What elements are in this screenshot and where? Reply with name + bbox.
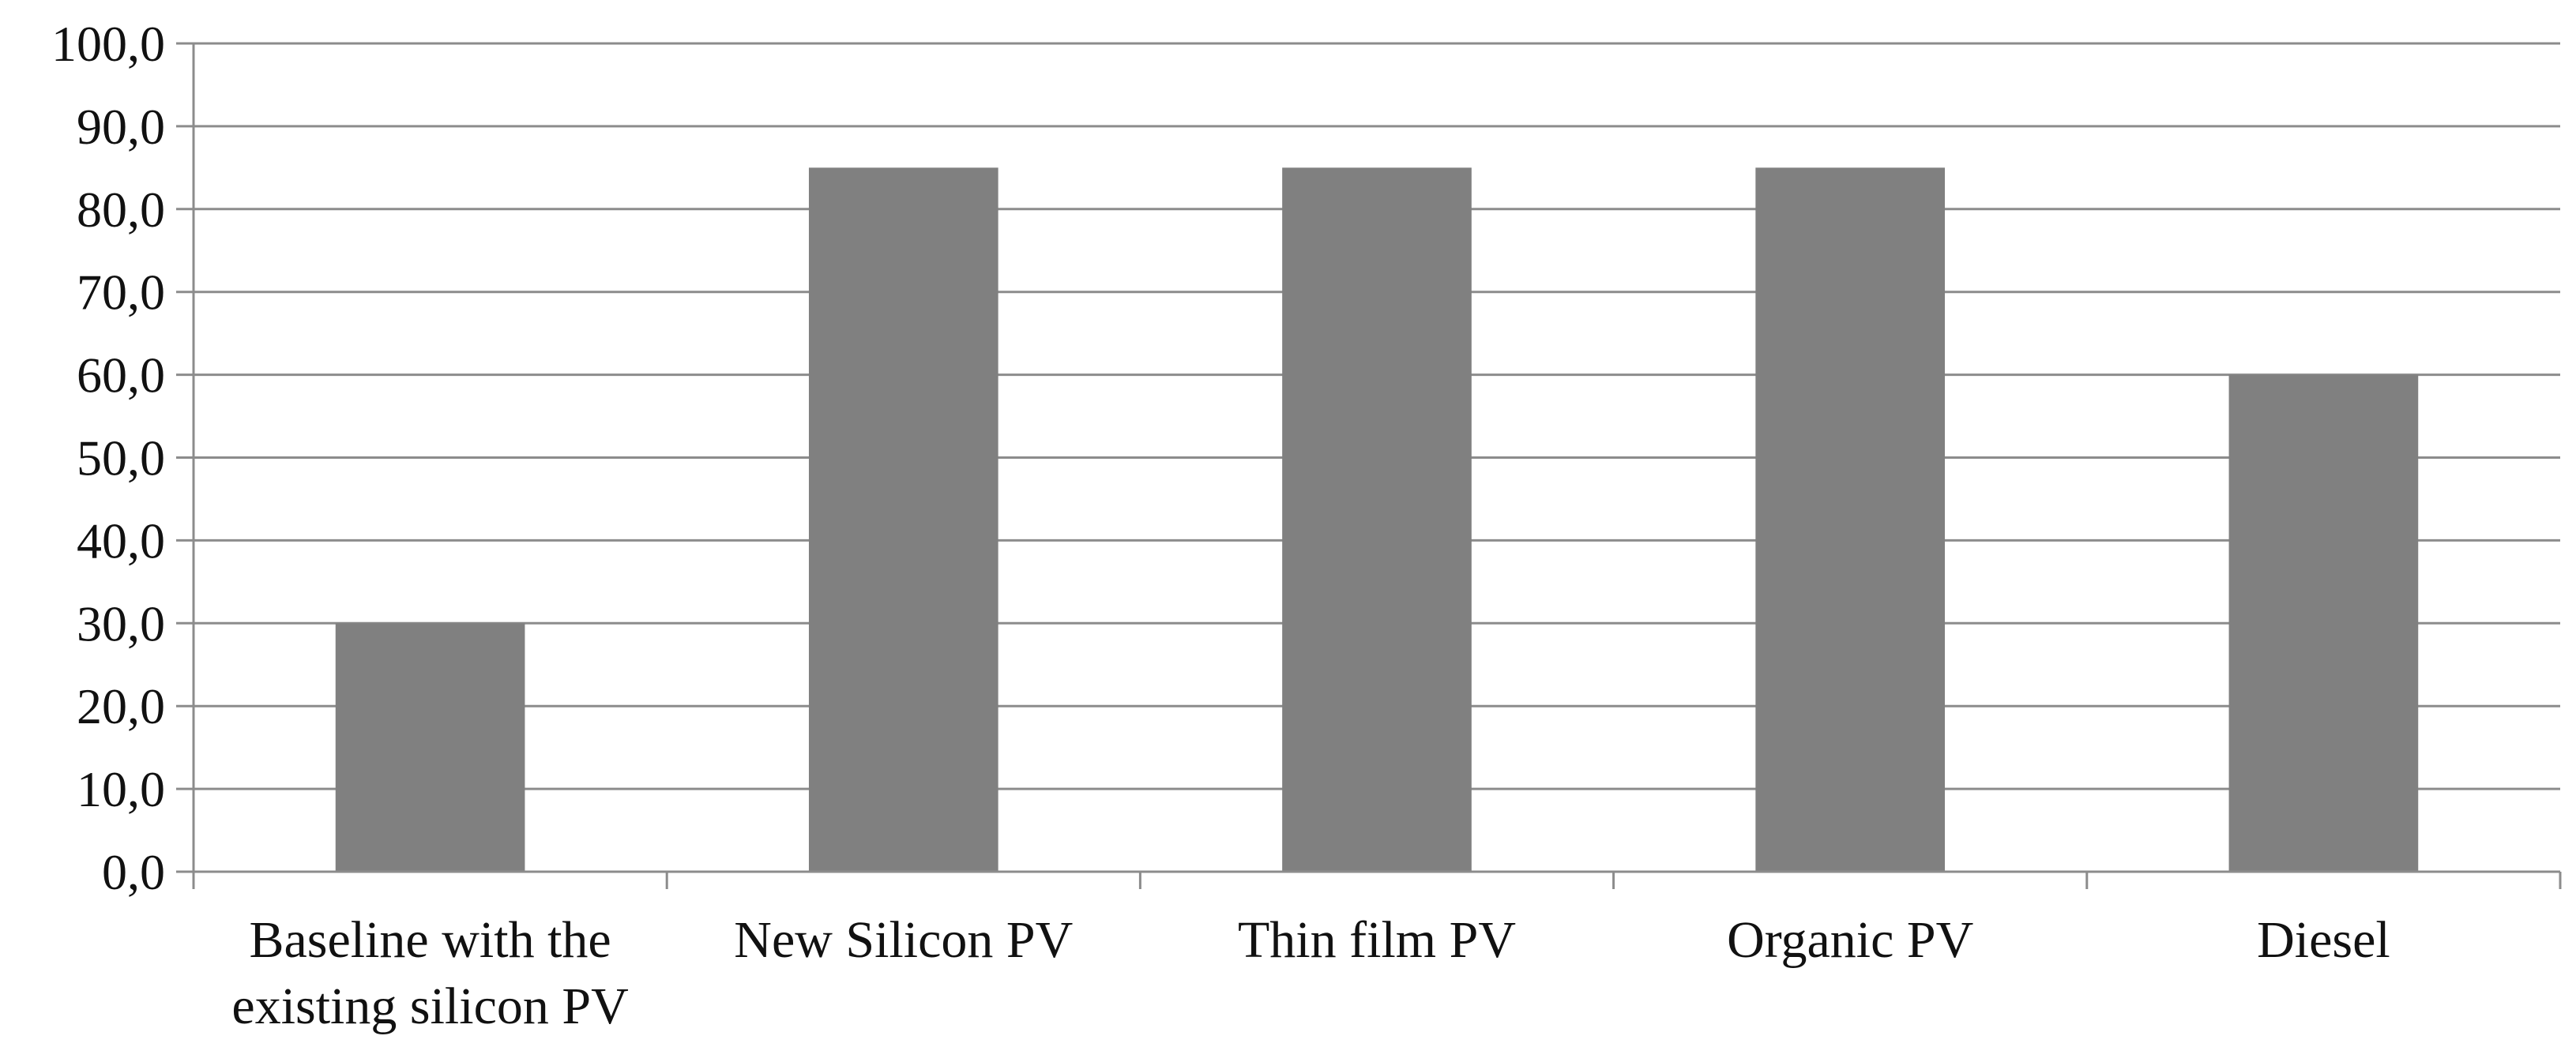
x-axis-tick-label: Baseline with the existing silicon PV	[231, 911, 628, 1035]
y-axis-tick-label: 60,0	[77, 347, 165, 403]
y-axis-tick-label: 30,0	[77, 595, 165, 651]
x-axis-tick-label: Organic PV	[1727, 911, 1973, 969]
x-axis-tick-label: New Silicon PV	[734, 911, 1073, 969]
axes	[192, 43, 2562, 889]
y-axis-tick-label: 40,0	[77, 512, 165, 569]
y-axis-tick-label: 90,0	[77, 99, 165, 155]
bar	[2228, 374, 2419, 872]
bar	[1755, 167, 1946, 872]
x-axis-tick-label: Diesel	[2257, 911, 2390, 969]
y-axis-tick-labels: 0,0 10,0 20,0 30,0 40,0 50,0 60,0 70,0 80,0 90,0 1…	[51, 16, 165, 900]
bar	[335, 623, 525, 872]
y-axis-tick-label: 100,0	[51, 16, 165, 72]
y-axis-tick-label: 20,0	[77, 678, 165, 734]
y-axis-tick-label: 70,0	[77, 265, 165, 321]
y-axis-tick-label: 80,0	[77, 182, 165, 238]
x-axis-tick-labels: Baseline with the existing silicon PV New …	[231, 911, 2390, 1035]
bar	[1282, 167, 1472, 872]
x-axis-tick-label-line: Organic PV	[1727, 911, 1973, 969]
x-axis-tick-label-line: Thin film PV	[1238, 911, 1516, 969]
bars	[335, 167, 2419, 872]
x-axis-tick-label-line: Diesel	[2257, 911, 2390, 969]
y-axis-tick-label: 50,0	[77, 430, 165, 486]
x-axis-tick-label: Thin film PV	[1238, 911, 1516, 969]
y-axis-tick-label: 0,0	[102, 844, 165, 900]
x-axis-tick-label-line: New Silicon PV	[734, 911, 1073, 969]
y-axis-tick-label: 10,0	[77, 761, 165, 817]
bar	[808, 167, 998, 872]
x-axis-tick-label-line: existing silicon PV	[231, 978, 628, 1035]
x-axis-tick-label-line: Baseline with the	[249, 911, 611, 969]
